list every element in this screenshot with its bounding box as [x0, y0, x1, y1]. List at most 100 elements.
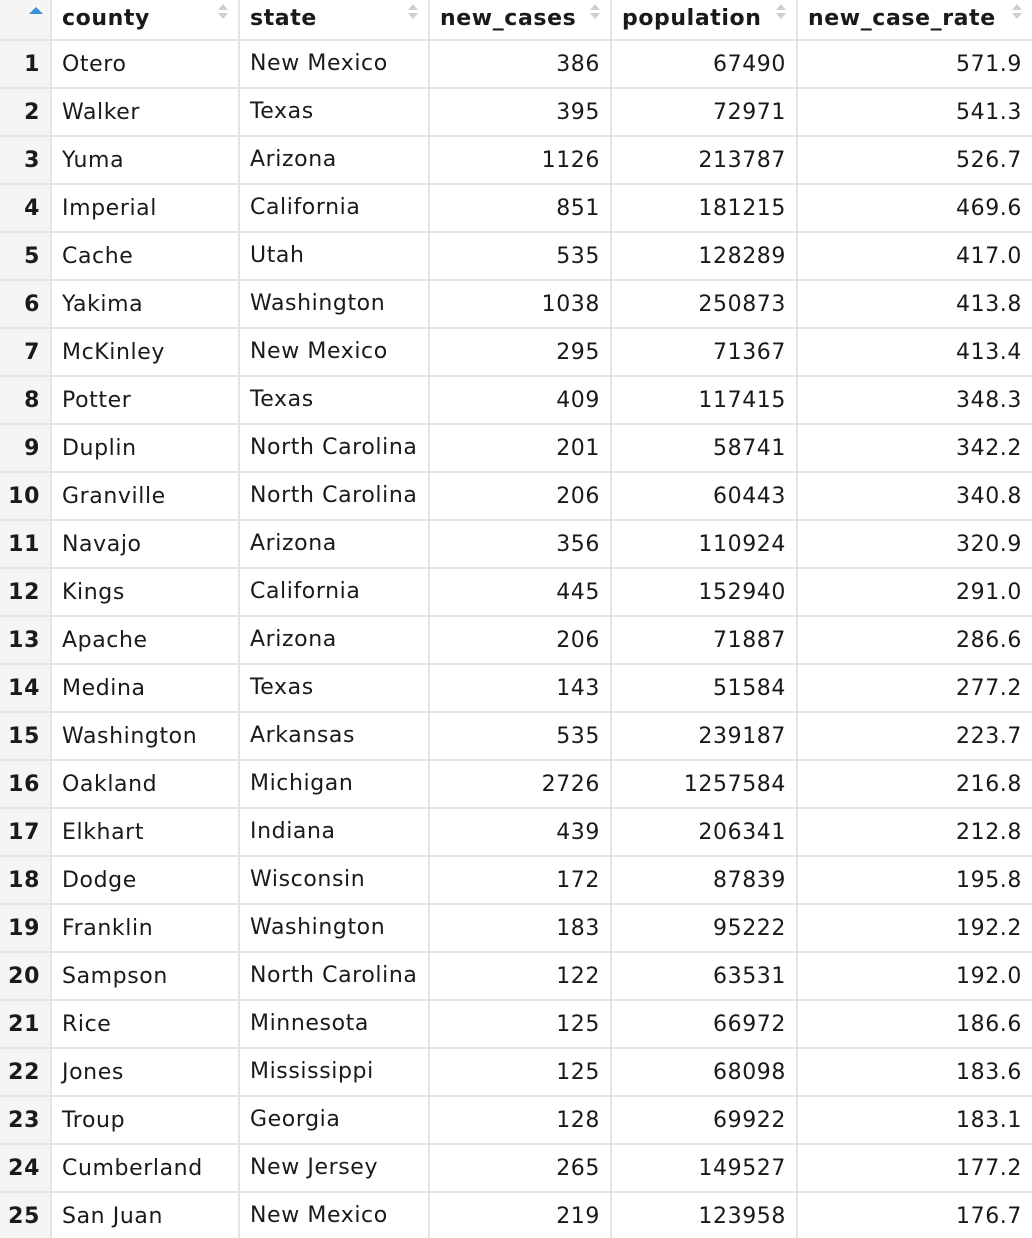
row-index: 25 [0, 1193, 52, 1238]
row-index: 16 [0, 761, 52, 807]
new-cases-cell: 1038 [430, 281, 612, 327]
new-cases-cell: 2726 [430, 761, 612, 807]
state-cell: Indiana [240, 809, 430, 855]
county-cell: Elkhart [52, 809, 240, 855]
population-cell: 95222 [612, 905, 798, 951]
row-index: 23 [0, 1097, 52, 1143]
county-cell: Yuma [52, 137, 240, 183]
table-row: 6 Yakima Washington 1038 250873 413.8 [0, 281, 1032, 329]
table-row: 13 Apache Arizona 206 71887 286.6 [0, 617, 1032, 665]
row-index: 4 [0, 185, 52, 231]
column-header-population[interactable]: population [612, 0, 798, 39]
population-cell: 152940 [612, 569, 798, 615]
column-header-label: population [622, 6, 762, 31]
population-cell: 58741 [612, 425, 798, 471]
county-cell: Granville [52, 473, 240, 519]
new-case-rate-cell: 320.9 [956, 532, 1022, 557]
table-row: 10 Granville North Carolina 206 60443 340.8 [0, 473, 1032, 521]
population-cell: 68098 [612, 1049, 798, 1095]
table-header: county state new_cases population new_ca… [0, 0, 1032, 41]
row-index: 6 [0, 281, 52, 327]
row-index: 17 [0, 809, 52, 855]
column-header-state[interactable]: state [240, 0, 430, 39]
new-case-rate-cell: 192.0 [956, 964, 1022, 989]
population-cell: 87839 [612, 857, 798, 903]
new-cases-cell: 356 [430, 521, 612, 567]
county-cell: Otero [52, 41, 240, 87]
population-cell: 1257584 [612, 761, 798, 807]
state-cell: Minnesota [240, 1001, 430, 1047]
sort-icon[interactable] [590, 4, 600, 24]
county-cell: Washington [52, 713, 240, 759]
state-cell: Arizona [240, 137, 430, 183]
table-row: 22 Jones Mississippi 125 68098 183.6 [0, 1049, 1032, 1097]
new-case-rate-cell: 176.7 [956, 1204, 1022, 1229]
new-cases-cell: 386 [430, 41, 612, 87]
new-case-rate-cell: 340.8 [956, 484, 1022, 509]
table-row: 23 Troup Georgia 128 69922 183.1 [0, 1097, 1032, 1145]
new-cases-cell: 265 [430, 1145, 612, 1191]
population-cell: 239187 [612, 713, 798, 759]
county-cell: Troup [52, 1097, 240, 1143]
new-cases-cell: 395 [430, 89, 612, 135]
new-cases-cell: 851 [430, 185, 612, 231]
population-cell: 128289 [612, 233, 798, 279]
state-cell: Arkansas [240, 713, 430, 759]
state-cell: North Carolina [240, 473, 430, 519]
new-cases-cell: 535 [430, 713, 612, 759]
population-cell: 69922 [612, 1097, 798, 1143]
county-cell: Potter [52, 377, 240, 423]
county-cell: Rice [52, 1001, 240, 1047]
sort-icon[interactable] [1012, 4, 1022, 24]
sort-icon[interactable] [408, 4, 418, 24]
column-header-new-case-rate[interactable]: new_case_rate [798, 0, 1032, 39]
county-cell: Navajo [52, 521, 240, 567]
column-header-label: state [250, 6, 317, 31]
new-cases-cell: 445 [430, 569, 612, 615]
county-cell: Jones [52, 1049, 240, 1095]
column-header-county[interactable]: county [52, 0, 240, 39]
new-case-rate-cell: 342.2 [956, 436, 1022, 461]
county-cell: Imperial [52, 185, 240, 231]
sort-ascending-icon[interactable] [29, 7, 43, 14]
table-row: 18 Dodge Wisconsin 172 87839 195.8 [0, 857, 1032, 905]
state-cell: North Carolina [240, 425, 430, 471]
new-case-rate-cell: 413.8 [956, 292, 1022, 317]
state-cell: Mississippi [240, 1049, 430, 1095]
new-case-rate-cell: 195.8 [956, 868, 1022, 893]
population-cell: 63531 [612, 953, 798, 999]
new-case-rate-cell: 212.8 [956, 820, 1022, 845]
row-index: 12 [0, 569, 52, 615]
state-cell: Washington [240, 905, 430, 951]
state-cell: Georgia [240, 1097, 430, 1143]
row-index: 2 [0, 89, 52, 135]
state-cell: California [240, 185, 430, 231]
state-cell: New Jersey [240, 1145, 430, 1191]
county-cell: Apache [52, 617, 240, 663]
column-header-new-cases[interactable]: new_cases [430, 0, 612, 39]
county-cell: Medina [52, 665, 240, 711]
table-row: 17 Elkhart Indiana 439 206341 212.8 [0, 809, 1032, 857]
county-cell: San Juan [52, 1193, 240, 1238]
county-cell: Yakima [52, 281, 240, 327]
table-row: 1 Otero New Mexico 386 67490 571.9 [0, 41, 1032, 89]
new-cases-cell: 439 [430, 809, 612, 855]
state-cell: California [240, 569, 430, 615]
row-index: 14 [0, 665, 52, 711]
table-row: 3 Yuma Arizona 1126 213787 526.7 [0, 137, 1032, 185]
county-cell: Oakland [52, 761, 240, 807]
county-cell: Sampson [52, 953, 240, 999]
sort-icon[interactable] [218, 4, 228, 24]
sort-icon[interactable] [776, 4, 786, 24]
new-cases-cell: 125 [430, 1001, 612, 1047]
column-header-label: new_cases [440, 6, 577, 31]
index-header[interactable] [0, 0, 52, 39]
new-cases-cell: 172 [430, 857, 612, 903]
new-cases-cell: 183 [430, 905, 612, 951]
row-index: 21 [0, 1001, 52, 1047]
population-cell: 213787 [612, 137, 798, 183]
population-cell: 123958 [612, 1193, 798, 1238]
table-row: 16 Oakland Michigan 2726 1257584 216.8 [0, 761, 1032, 809]
state-cell: Utah [240, 233, 430, 279]
state-cell: New Mexico [240, 41, 430, 87]
